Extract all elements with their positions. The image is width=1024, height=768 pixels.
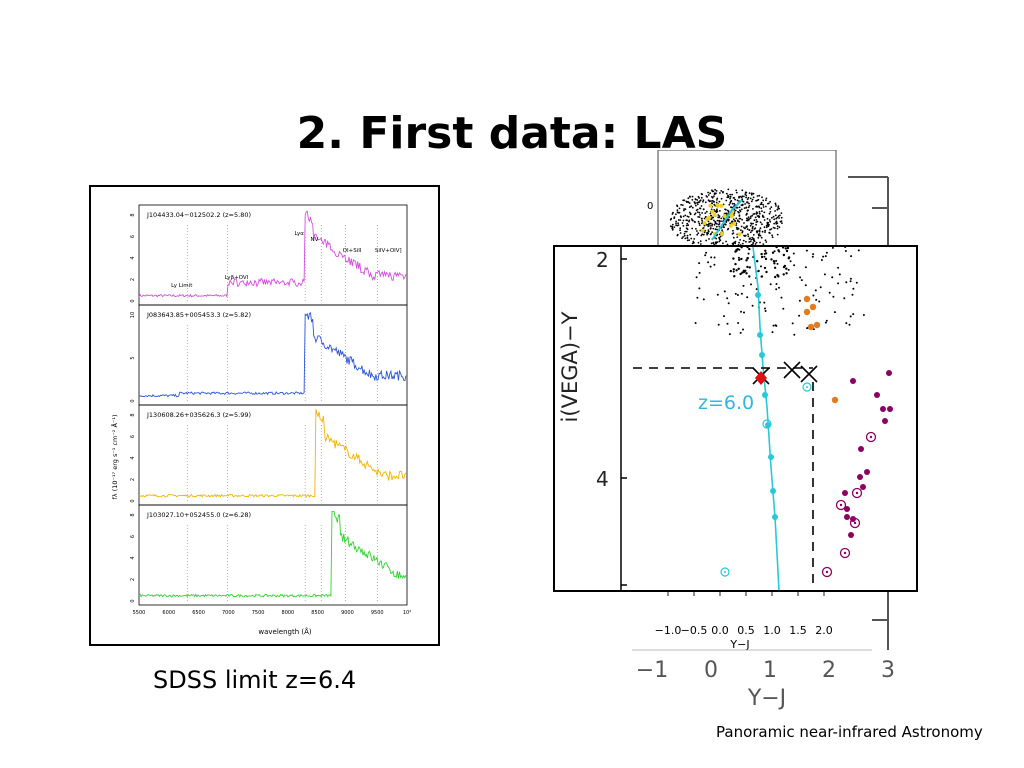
y-tick-label: 4 <box>130 256 136 259</box>
emission-line-label: Ly Limit <box>171 283 193 289</box>
emission-line-label: Lyβ+OVI <box>225 275 249 281</box>
emission-line-label: SiIV+OIV] <box>375 248 402 254</box>
sdss-limit-caption: SDSS limit z=6.4 <box>153 666 357 694</box>
spectrum-label: J104433.04−012502.2 (z=5.80) <box>146 211 251 219</box>
x-tick-label: 9000 <box>341 610 354 616</box>
x-tick-label: 8500 <box>311 610 324 616</box>
small-x-label: Y−J <box>729 638 749 651</box>
y-tick-label: 6 <box>130 435 136 438</box>
x-tick-label: 6000 <box>162 610 175 616</box>
y-tick-label: 0 <box>130 299 136 302</box>
redshift-annotation: z=6.0 <box>698 392 754 414</box>
spectrum-panel: J103027.10+052455.0 (z=6.28) 0 2 4 6 8 <box>130 504 408 606</box>
spectrum-line <box>138 409 407 498</box>
background-color-color-plot: 0 −1.0 −0.5 0.0 0.5 1.0 1.5 2.0 Y−J −1 0 1 2 3 Y−J <box>632 150 895 711</box>
x-tick-label: 7500 <box>252 610 265 616</box>
inset-data-points <box>633 245 893 591</box>
big-x-tick-label: 3 <box>881 658 895 683</box>
emission-line-label: OI+SiII <box>343 248 362 254</box>
x-tick-label: 8000 <box>282 610 295 616</box>
spectrum-label: J103027.10+052455.0 (z=6.28) <box>146 511 251 519</box>
small-x-tick-label: 0.5 <box>737 624 755 637</box>
emission-line-label: NV <box>311 237 319 243</box>
y-tick-label: 2 <box>130 278 136 281</box>
emission-line-label: Lyα <box>294 231 304 237</box>
y-tick-label: 2 <box>130 578 136 581</box>
spectra-x-label: wavelength (Å) <box>258 627 312 636</box>
small-x-tick-label: 2.0 <box>815 624 833 637</box>
slide-title: 2. First data: LAS <box>296 108 728 159</box>
spectrum-panel: J104433.04−012502.2 (z=5.80) 0 2 4 6 8 <box>130 204 408 306</box>
spectrum-line <box>138 510 407 598</box>
y-tick-label: 0 <box>130 499 136 502</box>
small-x-tick-label: −0.5 <box>681 624 708 637</box>
spectrum-line <box>138 311 407 398</box>
y-tick-label: 4 <box>130 456 136 459</box>
big-x-tick-label: 1 <box>763 658 777 683</box>
big-x-axis: −1 0 1 2 3 <box>636 658 895 683</box>
inset-svg: 2 4 i(VEGA)−Y z=6.0 <box>558 245 893 591</box>
small-x-axis: −1.0 −0.5 0.0 0.5 1.0 1.5 2.0 <box>655 590 833 637</box>
big-x-tick-label: 2 <box>822 658 836 683</box>
inset-y-tick-2: 2 <box>596 248 609 272</box>
inset-y-label: i(VEGA)−Y <box>558 311 582 422</box>
y-tick-label: 4 <box>130 556 136 559</box>
y-tick-label: 0 <box>130 399 136 402</box>
y-tick-label: 0 <box>130 599 136 602</box>
y-tick-label: 2 <box>130 478 136 481</box>
stellar-locus-cloud <box>669 188 783 246</box>
footer-text: Panoramic near-infrared Astronomy <box>716 723 983 741</box>
y-tick-label: 5 <box>130 356 136 359</box>
x-tick-label: 5500 <box>133 610 146 616</box>
quasar-spectra-figure: fλ (10⁻¹⁷ erg s⁻¹ cm⁻² Å⁻¹) wavelength (… <box>89 185 440 646</box>
y-tick-label: 6 <box>130 535 136 538</box>
x-tick-label: 10⁴ <box>403 610 411 616</box>
spectrum-label: J130608.26+035626.3 (z=5.99) <box>146 411 251 419</box>
inset-y-tick-4: 4 <box>596 467 609 491</box>
x-tick-label: 7000 <box>222 610 235 616</box>
x-tick-label: 9500 <box>371 610 384 616</box>
y-tick-label: 8 <box>130 213 136 216</box>
small-x-tick-label: 1.5 <box>789 624 807 637</box>
small-x-tick-label: 0.0 <box>711 624 729 637</box>
inset-color-color-plot: 2 4 i(VEGA)−Y z=6.0 <box>553 245 918 592</box>
spectra-svg: fλ (10⁻¹⁷ erg s⁻¹ cm⁻² Å⁻¹) wavelength (… <box>110 204 411 636</box>
small-x-tick-label: 1.0 <box>763 624 781 637</box>
big-x-tick-label: 0 <box>704 658 718 683</box>
small-x-tick-label: −1.0 <box>655 624 682 637</box>
spectrum-panel: J130608.26+035626.3 (z=5.99) 0 2 4 6 8 <box>130 404 408 506</box>
spectrum-panel: J083643.85+005453.3 (z=5.82) 0 5 10 <box>130 304 408 406</box>
y-tick-label: 6 <box>130 235 136 238</box>
spectrum-label: J083643.85+005453.3 (z=5.82) <box>146 311 251 319</box>
y-tick-label: 10 <box>130 312 136 318</box>
y-tick-label: 8 <box>130 413 136 416</box>
spectra-y-label: fλ (10⁻¹⁷ erg s⁻¹ cm⁻² Å⁻¹) <box>110 415 119 500</box>
x-tick-label: 6500 <box>192 610 205 616</box>
y-tick-label: 8 <box>130 513 136 516</box>
top-tick-label: 0 <box>647 201 653 212</box>
spectrum-line <box>138 210 407 299</box>
big-x-tick-label: −1 <box>636 658 668 683</box>
big-x-label: Y−J <box>747 686 786 711</box>
